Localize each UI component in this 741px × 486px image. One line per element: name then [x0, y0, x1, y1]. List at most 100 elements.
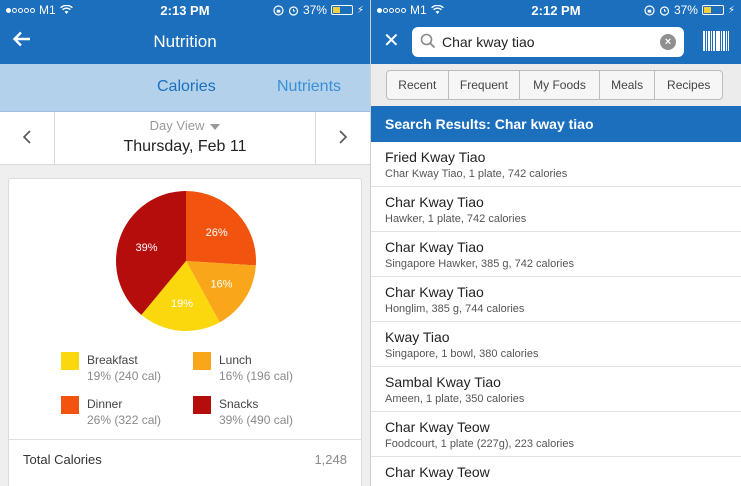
- battery-percent: 37%: [302, 3, 327, 17]
- wifi-icon: [430, 5, 444, 14]
- tab-bar: Calories Nutrients: [0, 64, 370, 112]
- carrier-label: M1: [410, 3, 427, 17]
- pie-label-breakfast: 19%: [171, 298, 193, 310]
- chevron-left-icon: [22, 130, 31, 144]
- tab-nutrients[interactable]: Nutrients: [277, 78, 342, 95]
- result-title: Char Kway Teow: [385, 419, 490, 435]
- carrier-label: M1: [39, 3, 56, 17]
- result-title: Char Kway Tiao: [385, 194, 484, 210]
- rotation-lock-icon: [273, 4, 284, 16]
- pie-slice-snacks: [116, 191, 186, 315]
- filter-recent[interactable]: Recent: [387, 71, 449, 99]
- day-view-label: Day View: [149, 118, 205, 133]
- status-time: 2:13 PM: [160, 3, 210, 18]
- legend-name: Snacks: [219, 397, 259, 411]
- pie-label-snacks: 39%: [135, 242, 157, 254]
- result-item[interactable]: Char Kway Tiao Hawker, 1 plate, 742 calor…: [371, 187, 741, 232]
- pie-slice-lunch: [186, 261, 256, 323]
- result-title: Sambal Kway Tiao: [385, 374, 501, 390]
- status-bar: M1 2:13 PM 37% ⚡: [0, 0, 370, 20]
- result-subtitle: Singapore, 1 bowl, 380 calories: [385, 348, 539, 360]
- legend-swatch: [61, 352, 79, 370]
- rotation-lock-icon: [644, 4, 655, 16]
- nav-bar: Nutrition: [0, 20, 370, 64]
- chevron-right-icon: [339, 130, 348, 144]
- legend-swatch: [193, 396, 211, 414]
- pie-slice-dinner: [186, 191, 256, 266]
- filter-segmented-control: Recent Frequent My Foods Meals Recipes: [386, 70, 723, 100]
- signal-icon: [377, 7, 406, 13]
- close-icon[interactable]: ✕: [383, 30, 400, 52]
- caret-down-icon: [210, 123, 221, 130]
- wifi-icon: [59, 5, 73, 14]
- legend-detail: 19% (240 cal): [87, 369, 162, 383]
- result-subtitle: Singapore Hawker, 385 g, 742 calories: [385, 258, 574, 270]
- legend-swatch: [193, 352, 211, 370]
- result-title: Char Kway Tiao: [385, 239, 484, 255]
- filter-meals[interactable]: Meals: [600, 71, 656, 99]
- back-arrow-icon[interactable]: [12, 29, 32, 54]
- charging-icon: ⚡: [356, 4, 364, 16]
- battery-percent: 37%: [673, 3, 698, 17]
- battery-icon: [330, 5, 353, 15]
- search-input[interactable]: [442, 31, 652, 53]
- legend-name: Lunch: [219, 353, 252, 367]
- result-item[interactable]: Kway Tiao Singapore, 1 bowl, 380 calories: [371, 322, 741, 367]
- pie-slice-breakfast: [141, 261, 220, 331]
- results-header: Search Results: Char kway tiao: [371, 106, 741, 142]
- status-time: 2:12 PM: [531, 3, 581, 18]
- filter-recipes[interactable]: Recipes: [667, 78, 711, 92]
- total-calories-value: 1,248: [314, 452, 347, 467]
- result-item[interactable]: Char Kway Tiao Honglim, 385 g, 744 calori…: [371, 277, 741, 322]
- legend-detail: 16% (196 cal): [219, 369, 294, 383]
- selected-date: Thursday, Feb 11: [123, 138, 247, 155]
- search-header: ✕ ×: [371, 20, 741, 64]
- day-view-dropdown[interactable]: Day View: [55, 118, 315, 133]
- barcode-scan-icon[interactable]: [703, 31, 730, 51]
- result-item[interactable]: Sambal Kway Tiao Ameen, 1 plate, 350 calo…: [371, 367, 741, 412]
- result-title: Char Kway Tiao: [385, 284, 484, 300]
- pie-label-dinner: 26%: [206, 227, 228, 239]
- result-title: Char Kway Teow: [385, 464, 490, 480]
- clear-search-icon[interactable]: ×: [660, 34, 676, 50]
- previous-day-button[interactable]: [0, 112, 55, 164]
- calories-pie-chart: 26% 16% 19% 39%: [116, 191, 256, 331]
- result-title: Kway Tiao: [385, 329, 450, 345]
- alarm-icon: [659, 5, 670, 16]
- filter-my-foods[interactable]: My Foods: [520, 71, 600, 99]
- result-item[interactable]: Char Kway Teow Foodcourt, 1 plate (227g),…: [371, 412, 741, 457]
- results-list: Fried Kway Tiao Char Kway Tiao, 1 plate, …: [371, 142, 741, 486]
- result-item[interactable]: Char Kway Teow: [371, 457, 741, 486]
- battery-icon: [701, 5, 724, 15]
- signal-icon: [6, 7, 35, 13]
- result-subtitle: Hawker, 1 plate, 742 calories: [385, 213, 527, 225]
- nutrition-screen: M1 2:13 PM 37% ⚡ Nutrition Calories Nutr…: [0, 0, 370, 486]
- filter-bar: Recent Frequent My Foods Meals Recipes: [371, 64, 741, 106]
- food-search-screen: M1 2:12 PM 37% ⚡ ✕ × Recent Frequent My …: [371, 0, 741, 486]
- pie-label-lunch: 16%: [210, 279, 232, 291]
- filter-frequent[interactable]: Frequent: [449, 71, 521, 99]
- tab-calories[interactable]: Calories: [157, 78, 216, 95]
- search-icon: [420, 33, 436, 49]
- result-subtitle: Honglim, 385 g, 744 calories: [385, 303, 525, 315]
- page-title: Nutrition: [153, 32, 217, 51]
- next-day-button[interactable]: [315, 112, 370, 164]
- legend-name: Dinner: [87, 397, 123, 411]
- calories-card: 26% 16% 19% 39% Breakfast 19% (240 cal) Lunch…: [8, 178, 362, 486]
- result-subtitle: Foodcourt, 1 plate (227g), 223 calories: [385, 438, 574, 450]
- result-item[interactable]: Char Kway Tiao Singapore Hawker, 385 g, 7…: [371, 232, 741, 277]
- legend-swatch: [61, 396, 79, 414]
- legend-detail: 26% (322 cal): [87, 413, 162, 427]
- search-box: ×: [412, 27, 684, 57]
- charging-icon: ⚡: [727, 4, 735, 16]
- day-selector: Day View Thursday, Feb 11: [0, 112, 370, 165]
- alarm-icon: [288, 5, 299, 16]
- total-calories-label: Total Calories: [23, 452, 102, 467]
- status-bar: M1 2:12 PM 37% ⚡: [371, 0, 741, 20]
- legend-detail: 39% (490 cal): [219, 413, 294, 427]
- total-calories-row[interactable]: Total Calories 1,248: [9, 439, 361, 479]
- result-title: Fried Kway Tiao: [385, 149, 486, 165]
- result-item[interactable]: Fried Kway Tiao Char Kway Tiao, 1 plate, …: [371, 142, 741, 187]
- legend-name: Breakfast: [87, 353, 138, 367]
- result-subtitle: Ameen, 1 plate, 350 calories: [385, 393, 525, 405]
